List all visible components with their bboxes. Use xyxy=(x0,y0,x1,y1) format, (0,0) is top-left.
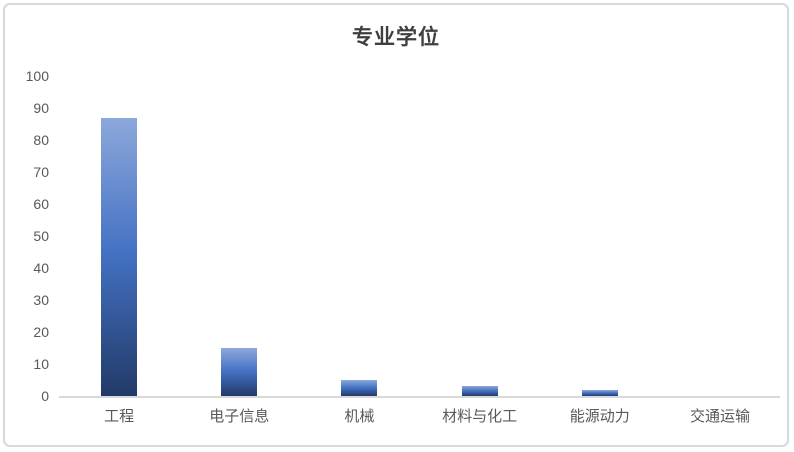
y-tick-label: 50 xyxy=(33,228,49,244)
x-axis-labels: 工程 电子信息 机械 材料与化工 能源动力 交通运输 xyxy=(59,405,780,426)
y-tick-label: 0 xyxy=(41,388,49,404)
y-tick-label: 20 xyxy=(33,324,49,340)
bar-series xyxy=(59,76,780,396)
x-axis-label: 工程 xyxy=(104,408,135,425)
plot-area xyxy=(59,76,780,398)
y-tick-label: 40 xyxy=(33,260,49,276)
x-axis-label: 机械 xyxy=(344,408,375,425)
bar-slot xyxy=(420,76,540,396)
x-axis-label: 交通运输 xyxy=(689,408,750,425)
y-tick-label: 80 xyxy=(33,132,49,148)
bar-slot xyxy=(660,76,780,396)
bar-slot xyxy=(59,76,179,396)
x-axis-label: 能源动力 xyxy=(569,408,630,425)
bar-slot xyxy=(299,76,419,396)
y-axis: 0 10 20 30 40 50 60 70 80 90 100 xyxy=(5,69,49,403)
y-tick-label: 60 xyxy=(33,196,49,212)
x-axis-label: 材料与化工 xyxy=(442,408,518,425)
y-tick-label: 90 xyxy=(33,100,49,116)
chart-frame: 专业学位 0 10 20 30 40 50 60 70 80 90 100 工程 电子信息 机械 材料与化… xyxy=(3,3,789,447)
bar xyxy=(341,380,378,396)
x-axis-label: 电子信息 xyxy=(209,408,270,425)
bar-slot xyxy=(540,76,660,396)
chart-title: 专业学位 xyxy=(352,26,440,49)
bar-slot xyxy=(179,76,299,396)
x-axis-line xyxy=(59,396,780,398)
bar xyxy=(221,348,258,396)
bar xyxy=(581,389,618,396)
y-tick-label: 70 xyxy=(33,164,49,180)
y-tick-label: 30 xyxy=(33,292,49,308)
y-tick-label: 100 xyxy=(25,68,49,84)
y-tick-label: 10 xyxy=(33,356,49,372)
bar xyxy=(101,117,138,396)
bar xyxy=(461,386,498,396)
